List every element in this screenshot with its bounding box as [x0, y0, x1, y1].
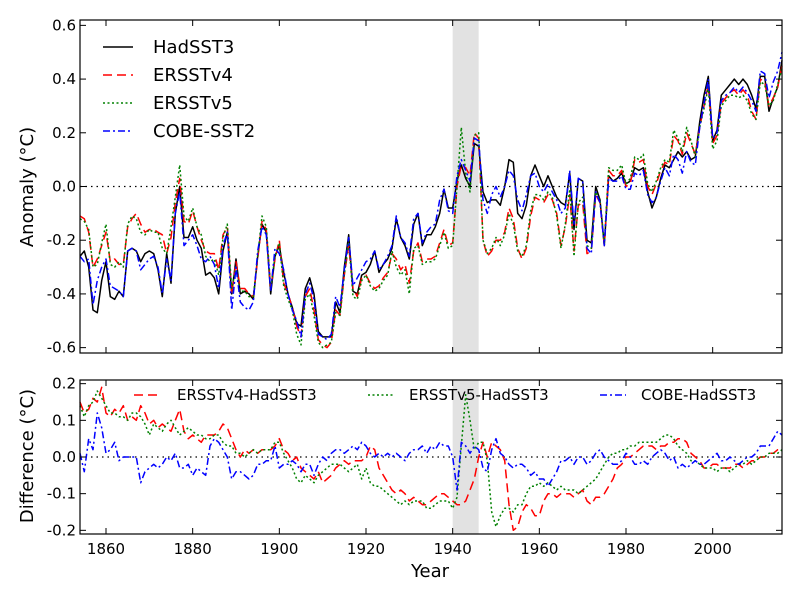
- x-tick-label: 2000: [694, 540, 732, 558]
- legend-label-ersstv4: ERSSTv4: [153, 65, 233, 86]
- difference-series-group: [79, 386, 783, 532]
- x-axis-label: Year: [410, 561, 450, 582]
- x-tick-label: 1920: [347, 540, 385, 558]
- anomaly-axis-ticks: -0.6 -0.4 -0.2 0.0 0.2 0.4 0.6: [47, 16, 782, 357]
- x-tick-label: 1980: [607, 540, 645, 558]
- anomaly-series-ersstv5: [79, 68, 783, 349]
- anomaly-plot-frame: [79, 19, 783, 354]
- anomaly-y-tick-label: 0.0: [52, 178, 76, 196]
- difference-series-ersstv5-hadsst3: [79, 390, 783, 528]
- difference-y-tick-label: 0.1: [52, 411, 76, 429]
- difference-series-cobe-hadsst3: [79, 412, 783, 491]
- legend-label-cobe-hadsst3: COBE-HadSST3: [641, 386, 756, 404]
- anomaly-series-group: [79, 52, 783, 349]
- legend-label-ersstv4-hadsst3: ERSSTv4-HadSST3: [177, 386, 317, 404]
- legend-label-cobe-sst2: COBE-SST2: [153, 121, 255, 142]
- anomaly-panel: -0.6 -0.4 -0.2 0.0 0.2 0.4 0.6 Anomaly (°C) Ha…: [17, 16, 783, 357]
- difference-y-tick-label: -0.2: [47, 521, 76, 539]
- x-tick-label: 1960: [520, 540, 558, 558]
- legend-label-ersstv5: ERSSTv5: [153, 93, 233, 114]
- difference-y-tick-label: 0.0: [52, 448, 76, 466]
- difference-panel: -0.2 -0.1 0.0 0.1 0.2 1860 1880 1900 1920 1940 196…: [17, 375, 783, 582]
- difference-axis-ticks: -0.2 -0.1 0.0 0.1 0.2 1860 1880 1900 1920 1940 196…: [47, 375, 782, 558]
- difference-y-tick-label: -0.1: [47, 485, 76, 503]
- anomaly-y-tick-label: -0.6: [47, 339, 76, 357]
- x-tick-label: 1940: [434, 540, 472, 558]
- x-tick-label: 1880: [174, 540, 212, 558]
- x-tick-label: 1860: [87, 540, 125, 558]
- legend-label-hadsst3: HadSST3: [153, 37, 234, 58]
- anomaly-y-tick-label: -0.4: [47, 285, 76, 303]
- anomaly-y-axis-label: Anomaly (°C): [17, 127, 38, 247]
- difference-plot-frame: [79, 379, 783, 535]
- difference-legend: ERSSTv4-HadSST3 ERSSTv5-HadSST3 COBE-Had…: [134, 386, 756, 404]
- anomaly-series-hadsst3: [79, 60, 783, 338]
- difference-y-axis-label: Difference (°C): [17, 389, 38, 523]
- difference-y-tick-label: 0.2: [52, 375, 76, 393]
- anomaly-y-tick-label: 0.4: [52, 70, 76, 88]
- difference-series-ersstv4-hadsst3: [79, 386, 782, 532]
- x-tick-label: 1900: [260, 540, 298, 558]
- anomaly-y-tick-label: 0.6: [52, 16, 76, 34]
- legend-label-ersstv5-hadsst3: ERSSTv5-HadSST3: [409, 386, 549, 404]
- anomaly-legend: HadSST3 ERSSTv4 ERSSTv5 COBE-SST2: [103, 37, 255, 142]
- anomaly-y-tick-label: 0.2: [52, 124, 76, 142]
- anomaly-y-tick-label: -0.2: [47, 231, 76, 249]
